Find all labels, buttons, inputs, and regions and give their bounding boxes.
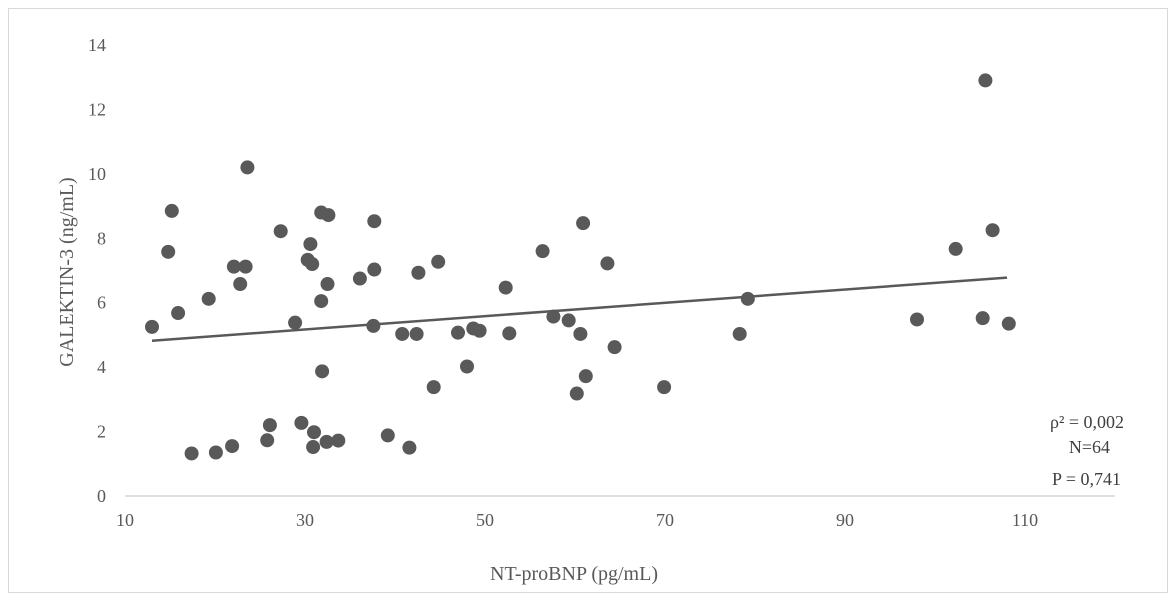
data-point <box>320 277 335 292</box>
data-point <box>948 241 963 256</box>
data-point <box>910 312 924 327</box>
data-point <box>472 323 487 338</box>
data-points <box>145 73 1016 461</box>
scatter-chart: 10 30 50 70 90 110 0 2 4 6 8 10 12 14 NT-proBNP (pg/… <box>56 35 1124 585</box>
data-point <box>740 291 755 306</box>
data-point <box>366 318 381 333</box>
data-point <box>288 315 303 330</box>
data-point <box>732 326 747 341</box>
data-point <box>460 359 474 374</box>
data-point <box>451 325 465 340</box>
data-point <box>273 224 288 239</box>
data-point <box>226 259 241 274</box>
data-point <box>561 313 576 328</box>
data-point <box>145 319 159 334</box>
stat-p-value: P = 0,741 <box>1052 469 1121 489</box>
y-tick-label: 4 <box>97 357 106 377</box>
data-point <box>352 271 367 286</box>
data-point <box>985 223 1000 238</box>
y-tick-label: 6 <box>97 293 106 313</box>
data-point <box>426 380 441 395</box>
x-tick-label: 90 <box>836 510 854 530</box>
trendline <box>151 276 1008 342</box>
data-point <box>315 364 330 379</box>
x-tick-label: 50 <box>476 510 494 530</box>
data-point <box>576 216 591 231</box>
data-point <box>171 306 186 321</box>
data-point <box>314 294 329 309</box>
x-tick-labels: 10 30 50 70 90 110 <box>116 510 1038 530</box>
x-tick-label: 110 <box>1012 510 1038 530</box>
data-point <box>380 428 395 443</box>
data-point <box>402 440 417 455</box>
data-point <box>431 254 446 269</box>
data-point <box>262 418 277 433</box>
y-tick-label: 12 <box>88 99 106 119</box>
data-point <box>569 386 584 401</box>
data-point <box>321 208 336 223</box>
data-point <box>238 259 253 274</box>
data-point <box>161 244 176 259</box>
data-point <box>303 237 318 252</box>
data-point <box>305 257 320 272</box>
data-point <box>578 369 593 384</box>
x-tick-label: 30 <box>296 510 314 530</box>
data-point <box>975 311 990 326</box>
data-point <box>225 439 240 454</box>
data-point <box>409 326 424 341</box>
data-point <box>164 203 179 218</box>
data-point <box>184 446 199 461</box>
data-point <box>546 309 561 324</box>
chart-area: 10 30 50 70 90 110 0 2 4 6 8 10 12 14 NT-proBNP (pg/… <box>8 8 1168 593</box>
data-point <box>395 326 410 341</box>
x-tick-label: 70 <box>656 510 674 530</box>
data-point <box>233 277 248 292</box>
y-axis-title: GALEKTIN-3 (ng/mL) <box>56 177 78 366</box>
data-point <box>978 73 993 88</box>
data-point <box>367 214 382 229</box>
y-tick-labels: 0 2 4 6 8 10 12 14 <box>88 35 106 506</box>
y-tick-label: 8 <box>97 228 106 248</box>
data-point <box>201 291 216 306</box>
data-point <box>535 244 550 259</box>
x-axis-title: NT-proBNP (pg/mL) <box>490 563 658 585</box>
data-point <box>573 326 588 341</box>
data-point <box>331 433 346 448</box>
y-tick-label: 14 <box>88 35 106 55</box>
data-point <box>1001 316 1016 331</box>
data-point <box>294 415 309 430</box>
data-point <box>319 434 334 449</box>
stat-rho-squared: ρ² = 0,002 <box>1050 412 1124 432</box>
y-tick-label: 10 <box>88 164 106 184</box>
y-tick-label: 0 <box>97 486 106 506</box>
data-point <box>367 262 382 277</box>
data-point <box>502 326 517 341</box>
data-point <box>208 445 223 460</box>
x-tick-label: 10 <box>116 510 134 530</box>
data-point <box>657 380 672 395</box>
y-tick-label: 2 <box>97 422 106 442</box>
data-point <box>240 160 255 175</box>
data-point <box>411 265 426 280</box>
data-point <box>498 280 513 295</box>
data-point <box>307 425 321 440</box>
stats-annotation: ρ² = 0,002 N=64 P = 0,741 <box>1050 412 1124 489</box>
stat-n: N=64 <box>1069 437 1110 457</box>
data-point <box>607 340 622 355</box>
data-point <box>306 440 321 455</box>
data-point <box>600 256 615 271</box>
data-point <box>260 433 275 448</box>
